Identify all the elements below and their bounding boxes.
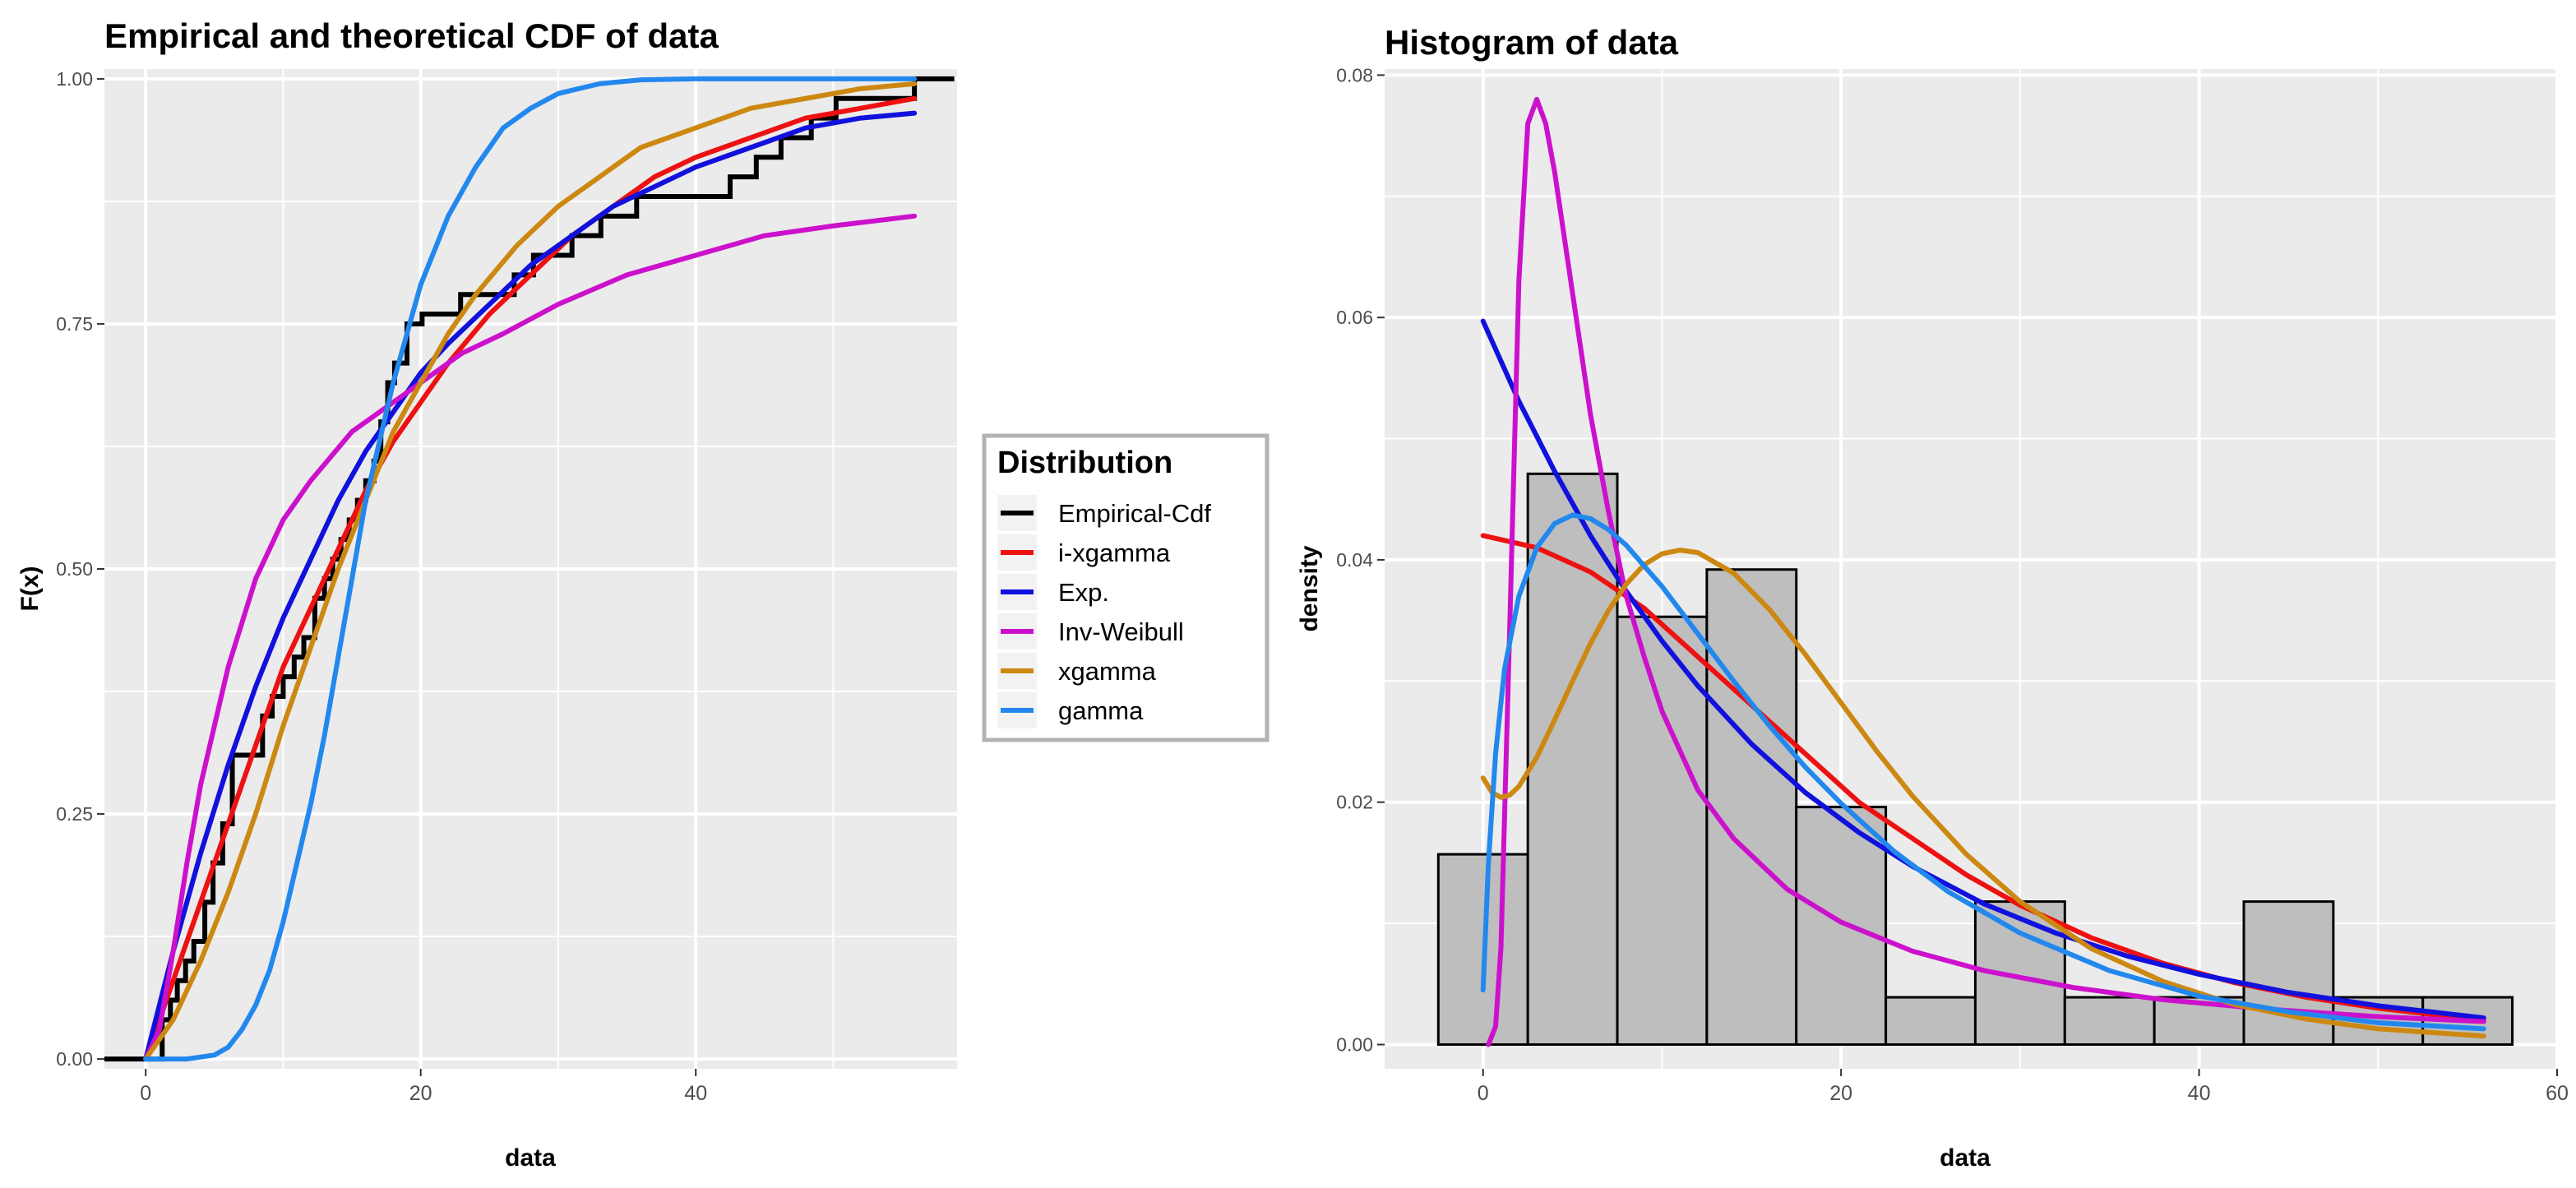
- density-line-gamma: [1480, 512, 2486, 1032]
- cdf-x-tick-label: 40: [684, 1082, 707, 1105]
- cdf-chart-title: Empirical and theoretical CDF of data: [104, 16, 719, 55]
- histogram-x-tick-label: 20: [1829, 1082, 1852, 1105]
- cdf-x-tick-label: 0: [140, 1082, 151, 1105]
- legend-item-i-xgamma: i-xgamma: [997, 534, 1171, 571]
- cdf-y-tick-label: 0.25: [56, 803, 93, 825]
- density-line-inv-weibull: [1486, 96, 2486, 1047]
- cdf-y-tick-label: 0.75: [56, 313, 93, 335]
- legend-item-label: i-xgamma: [1058, 539, 1171, 567]
- cdf-series-lines: [104, 76, 955, 1062]
- legend-items: Empirical-Cdf i-xgamma Exp. Inv-Weibull xgam…: [997, 495, 1211, 728]
- cdf-y-tick-label: 1.00: [56, 68, 93, 90]
- legend-item-inv-weibull: Inv-Weibull: [997, 613, 1184, 649]
- legend-item-empirical-cdf: Empirical-Cdf: [997, 495, 1211, 531]
- histogram-bar: [1705, 568, 1798, 1047]
- histogram-bar: [1885, 996, 1977, 1047]
- histogram-y-axis: 0.00 0.02 0.04 0.06 0.08: [1336, 64, 1385, 1056]
- histogram-bar: [1436, 853, 1529, 1047]
- legend: Distribution Empirical-Cdf i-xgamma Exp. In…: [982, 433, 1270, 742]
- density-line-xgamma: [1480, 548, 2486, 1039]
- legend-title: Distribution: [997, 446, 1172, 480]
- legend-item-exp: Exp.: [997, 574, 1109, 610]
- histogram-y-tick-label: 0.02: [1336, 792, 1373, 813]
- histogram-bar: [1526, 472, 1619, 1047]
- cdf-line-inv-weibull: [143, 213, 918, 1062]
- histogram-x-axis-label: data: [1940, 1144, 1991, 1172]
- density-line-exp: [1480, 318, 2486, 1021]
- histogram-bar: [2063, 996, 2156, 1047]
- histogram-density-lines: [1480, 96, 2486, 1047]
- cdf-gridlines: [104, 69, 957, 1069]
- legend-item-label: gamma: [1058, 696, 1144, 725]
- legend-item-label: Exp.: [1058, 578, 1109, 607]
- histogram-panel: Histogram of data 0.00 0.02 0.04 0.06 0.08 0…: [1296, 23, 2569, 1172]
- histogram-bars: [1436, 472, 2514, 1047]
- cdf-x-axis: 0 20 40: [140, 1069, 707, 1105]
- histogram-y-tick-label: 0.04: [1336, 549, 1373, 571]
- legend-item-gamma: gamma: [997, 692, 1144, 728]
- histogram-x-axis: 0 20 40 60: [1478, 1069, 2569, 1105]
- histogram-chart-title: Histogram of data: [1385, 23, 1679, 62]
- cdf-panel: Empirical and theoretical CDF of data 0.…: [16, 16, 957, 1172]
- histogram-y-axis-label: density: [1296, 545, 1323, 631]
- cdf-x-axis-label: data: [505, 1144, 556, 1172]
- histogram-bar: [1616, 615, 1709, 1047]
- histogram-y-tick-label: 0.08: [1336, 64, 1373, 86]
- histogram-x-tick-label: 0: [1478, 1082, 1489, 1105]
- cdf-y-tick-label: 0.50: [56, 558, 93, 580]
- cdf-y-axis-label: F(x): [16, 566, 44, 612]
- histogram-x-tick-label: 60: [2546, 1082, 2569, 1105]
- cdf-line-xgamma: [143, 81, 918, 1062]
- histogram-y-tick-label: 0.00: [1336, 1034, 1373, 1056]
- histogram-bar: [1795, 806, 1888, 1047]
- cdf-y-axis: 0.00 0.25 0.50 0.75 1.00: [56, 68, 104, 1070]
- legend-item-label: xgamma: [1058, 657, 1157, 686]
- cdf-line-i-xgamma: [143, 95, 918, 1062]
- legend-item-label: Inv-Weibull: [1058, 617, 1184, 646]
- histogram-x-tick-label: 40: [2188, 1082, 2211, 1105]
- histogram-y-tick-label: 0.06: [1336, 307, 1373, 328]
- cdf-x-tick-label: 20: [409, 1082, 432, 1105]
- cdf-y-tick-label: 0.00: [56, 1048, 93, 1070]
- legend-item-label: Empirical-Cdf: [1058, 499, 1211, 528]
- cdf-line-gamma: [143, 76, 918, 1062]
- legend-item-xgamma: xgamma: [997, 653, 1157, 689]
